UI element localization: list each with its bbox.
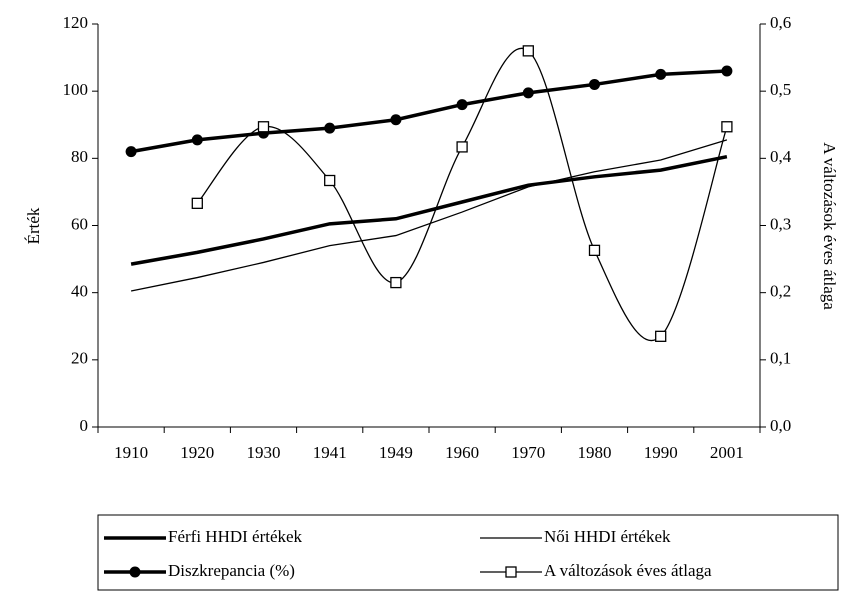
- y2-tick-label: 0,6: [770, 13, 791, 32]
- y2-tick-label: 0,3: [770, 214, 791, 233]
- point: [522, 45, 534, 57]
- legend-marker: [505, 566, 517, 578]
- y2-tick-label: 0,2: [770, 282, 791, 301]
- x-tick-label: 2001: [710, 443, 744, 462]
- y-tick-label: 20: [71, 349, 88, 368]
- point: [390, 114, 402, 126]
- legend-label: A változások éves átlaga: [544, 561, 712, 580]
- point: [721, 121, 733, 133]
- series-line: [130, 154, 728, 266]
- point: [655, 68, 667, 80]
- series-line: [130, 139, 728, 292]
- x-tick-label: 1980: [578, 443, 612, 462]
- y-tick-label: 60: [71, 214, 88, 233]
- point: [588, 244, 601, 257]
- y-tick-label: 40: [71, 282, 88, 301]
- legend-label: Női HHDI értékek: [544, 527, 671, 546]
- point: [191, 197, 203, 209]
- point: [257, 121, 270, 133]
- legend-box: [97, 514, 839, 591]
- x-tick-label: 1920: [180, 443, 214, 462]
- series-line: [196, 47, 728, 342]
- y2-tick-label: 0,1: [770, 349, 791, 368]
- point: [456, 99, 468, 111]
- y2-tick-label: 0,4: [770, 147, 792, 166]
- series-line: [130, 69, 727, 154]
- legend-label: Diszkrepancia (%): [168, 561, 295, 580]
- y-tick-label: 0: [80, 416, 89, 435]
- y-tick-label: 100: [63, 80, 89, 99]
- y-axis-label: Érték: [24, 207, 43, 244]
- y2-tick-label: 0,5: [770, 80, 791, 99]
- y2-tick-label: 0,0: [770, 416, 791, 435]
- x-tick-label: 1930: [247, 443, 281, 462]
- x-tick-label: 1941: [313, 443, 347, 462]
- point: [125, 146, 137, 158]
- point: [655, 330, 667, 342]
- x-tick-label: 1970: [511, 443, 545, 462]
- x-tick-label: 1990: [644, 443, 678, 462]
- legend-label: Férfi HHDI értékek: [168, 527, 303, 546]
- y2-axis-label: A változások éves átlaga: [820, 142, 839, 310]
- y-tick-label: 80: [71, 147, 88, 166]
- x-tick-label: 1949: [379, 443, 413, 462]
- legend-marker: [129, 566, 141, 578]
- point: [589, 78, 600, 90]
- x-tick-label: 1910: [114, 443, 148, 462]
- point: [456, 141, 468, 153]
- point: [522, 87, 534, 99]
- y-tick-label: 120: [63, 13, 89, 32]
- x-tick-label: 1960: [445, 443, 479, 462]
- point: [721, 65, 733, 77]
- point: [390, 276, 402, 289]
- point: [324, 174, 336, 187]
- point: [324, 122, 336, 134]
- point: [191, 134, 203, 146]
